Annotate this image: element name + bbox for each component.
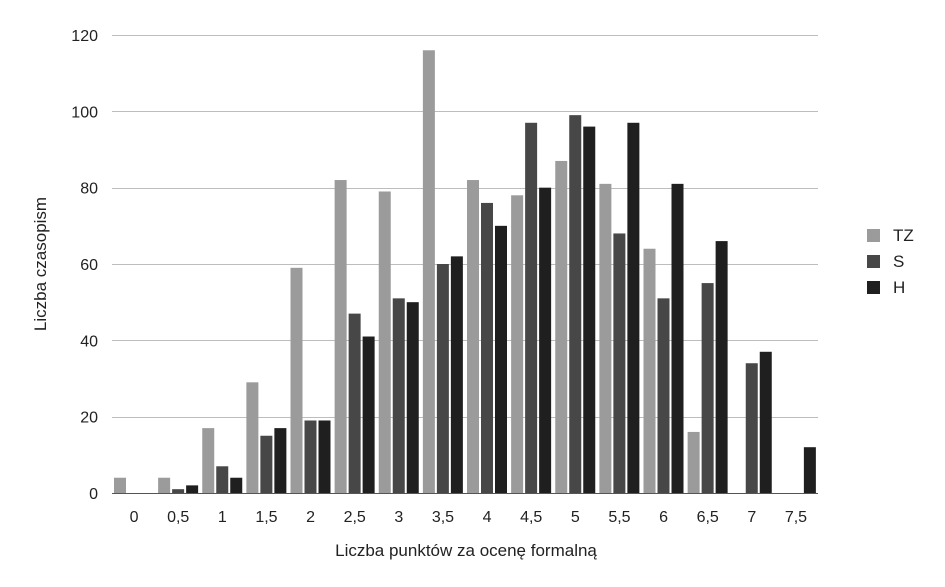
bar-s-3: [392, 298, 405, 493]
bars: [114, 50, 816, 494]
bar-s-1-5: [260, 435, 273, 493]
y-tick-label: 20: [80, 410, 98, 427]
bar-h-4: [495, 225, 507, 494]
bar-h-1: [230, 477, 243, 493]
legend-swatch-h: [867, 281, 880, 294]
y-tick-label: 80: [80, 181, 98, 198]
legend-swatch-s: [867, 255, 880, 268]
bar-s-4-5: [525, 122, 538, 494]
legend-label-s: S: [893, 252, 904, 271]
bar-s-4: [481, 202, 493, 493]
x-tick-label: 3: [394, 509, 403, 526]
y-tick-label: 0: [89, 486, 98, 503]
x-tick-label: 0: [130, 509, 139, 526]
bar-s-2: [304, 420, 317, 493]
x-tick-label: 1: [218, 509, 227, 526]
bar-s-2-5: [348, 313, 361, 493]
bar-s-6-5: [701, 283, 714, 493]
bar-s-0-5: [172, 489, 185, 493]
bar-s-1: [216, 466, 229, 493]
bar-tz-3-5: [422, 50, 435, 494]
legend-label-h: H: [893, 278, 905, 297]
x-tick-label: 4: [483, 509, 492, 526]
y-tick-label: 40: [80, 333, 98, 350]
bar-tz-0: [114, 477, 126, 493]
legend: TZ SH: [867, 226, 914, 297]
x-tick-label: 7,5: [785, 509, 807, 526]
x-axis-ticks: 0 0,5 1 1,5 2 2,5 3 3,5 4 4,5 5 5,5 6 6,5 7 7,5: [130, 509, 808, 526]
y-axis-ticks: 0 20 40 60 80 100 120: [71, 28, 98, 503]
bar-tz-6: [643, 248, 656, 493]
bar-tz-2-5: [334, 180, 347, 494]
bar-h-4-5: [539, 187, 552, 493]
bar-s-5: [569, 115, 582, 494]
x-tick-label: 7: [747, 509, 756, 526]
y-tick-label: 100: [71, 104, 98, 121]
bar-tz-5: [555, 160, 568, 493]
x-tick-label: 6: [659, 509, 668, 526]
y-tick-label: 60: [80, 257, 98, 274]
bar-s-3-5: [436, 264, 449, 493]
bar-h-6: [671, 183, 684, 493]
x-tick-label: 0,5: [167, 509, 189, 526]
x-tick-label: 6,5: [697, 509, 719, 526]
bar-h-7: [759, 351, 772, 493]
bar-h-7-5: [803, 447, 816, 493]
bar-h-5-5: [627, 122, 640, 494]
bar-tz-4: [467, 180, 479, 494]
gridlines: [112, 35, 818, 494]
legend-label-tz: TZ: [893, 226, 914, 245]
x-tick-label: 5: [571, 509, 580, 526]
y-axis-title: Liczba czasopism: [31, 197, 50, 331]
bar-s-7: [745, 363, 758, 493]
bar-tz-0-5: [158, 477, 171, 493]
bar-tz-1-5: [246, 382, 259, 493]
bar-tz-1: [202, 428, 215, 493]
y-tick-label: 120: [71, 28, 98, 45]
bar-s-5-5: [613, 233, 626, 493]
bar-h-0-5: [186, 485, 199, 493]
x-axis-title: Liczba punktów za ocenę formalną: [335, 541, 597, 560]
bar-h-2-5: [362, 336, 375, 493]
x-tick-label: 5,5: [608, 509, 630, 526]
bar-h-1-5: [274, 428, 287, 493]
bar-tz-4-5: [511, 195, 524, 494]
bar-h-3: [406, 302, 419, 493]
bar-s-6: [657, 298, 670, 493]
bar-h-6-5: [715, 241, 728, 493]
x-tick-label: 2,5: [344, 509, 366, 526]
bar-tz-2: [290, 267, 303, 493]
x-tick-label: 1,5: [255, 509, 277, 526]
x-tick-label: 4,5: [520, 509, 542, 526]
x-tick-label: 3,5: [432, 509, 454, 526]
bar-h-3-5: [450, 256, 463, 493]
bar-h-2: [318, 420, 331, 493]
bar-tz-3: [378, 191, 391, 493]
bar-tz-6-5: [687, 431, 700, 493]
legend-swatch-tz: [867, 229, 880, 242]
bar-h-5: [583, 126, 596, 493]
x-tick-label: 2: [306, 509, 315, 526]
bar-tz-5-5: [599, 183, 612, 493]
